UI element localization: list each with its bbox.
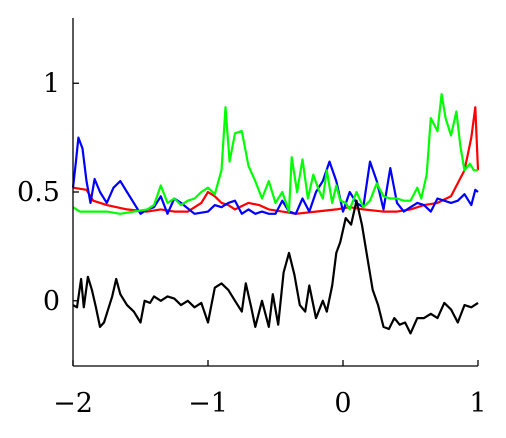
series-line-1 [72,106,480,215]
series-layer [71,93,480,335]
x-tick-label: −1 [188,388,228,419]
y-tick-label: 0.5 [17,177,60,208]
series-line-2 [71,136,479,215]
y-tick-label: 1 [43,68,60,99]
ticks: −2 −1 0 1 0 0.5 1 [17,68,487,419]
series-line-3 [72,93,478,215]
y-tick-label: 0 [43,286,60,317]
x-tick-label: 0 [334,388,351,419]
series-line-4 [72,199,479,335]
x-tick-label: −2 [53,388,93,419]
x-tick-label: 1 [469,388,486,419]
